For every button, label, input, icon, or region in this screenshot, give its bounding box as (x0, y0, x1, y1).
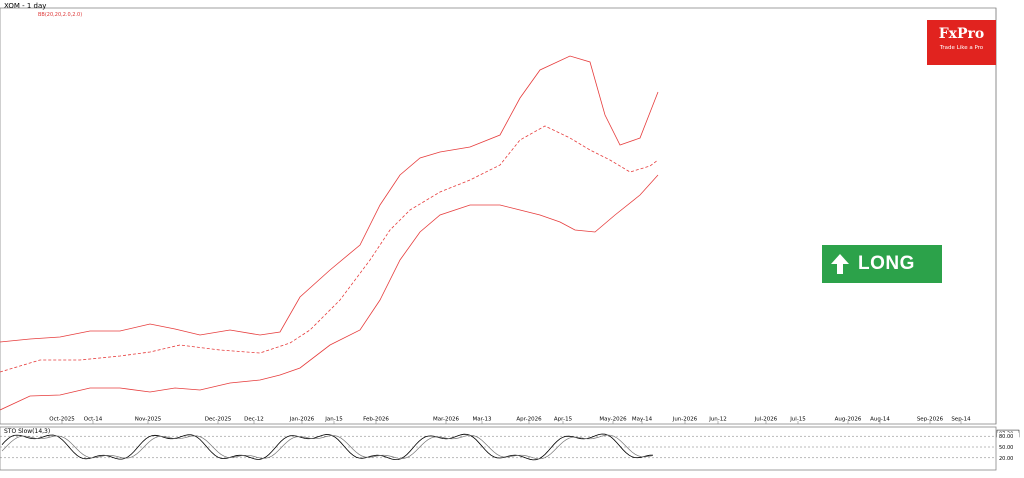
date-tick-label: Jul-2026 (754, 417, 778, 423)
date-tick-label: Dec-12 (244, 417, 264, 423)
sto-tick-label: 80.00 (999, 434, 1013, 440)
logo-tagline: Trade Like a Pro (939, 45, 984, 51)
bollinger-upper-band (0, 55, 659, 343)
date-tick-label: Feb-2026 (363, 417, 389, 423)
oscillator-panel-frame (0, 426, 997, 471)
indicator-label: BB(20,20,2.0,2.0) (38, 12, 83, 18)
date-tick-label: May-14 (632, 417, 653, 423)
date-tick-label: Mar-2026 (433, 417, 460, 423)
date-tick-label: Jul-15 (789, 417, 806, 423)
sto-tick-box (997, 432, 1019, 440)
sto-tick-box (997, 454, 1019, 462)
date-tick-label: Apr-15 (554, 417, 573, 423)
date-tick-label: Jun-12 (708, 417, 727, 423)
sto-tick-label: 20.00 (999, 456, 1013, 462)
date-tick-label: Nov-2025 (135, 417, 162, 423)
chart-title: XOM - 1 day (4, 2, 47, 10)
sto-d-line (1, 434, 654, 460)
bollinger-middle-band (0, 125, 659, 373)
date-tick-label: Aug-14 (870, 417, 890, 423)
main-panel-frame (0, 7, 997, 425)
date-axis: Oct-2025 Oct-14 Nov-2025 Dec-2025 Dec-12 Jan-… (49, 417, 971, 424)
date-tick-label: Sep-14 (951, 417, 971, 423)
oscillator-title: STO Slow(14,3) (4, 428, 51, 435)
date-tick-label: Jan-2026 (289, 417, 315, 423)
date-tick-label: Sep-2026 (917, 417, 944, 423)
date-tick-label: Mar-13 (472, 417, 492, 423)
date-tick-label: Oct-2025 (49, 417, 75, 423)
date-tick-label: Apr-2026 (516, 417, 542, 423)
date-tick-label: Jan-15 (324, 417, 343, 423)
sto-tick-box (997, 443, 1019, 451)
sto-tick-label: 50.00 (999, 445, 1013, 451)
bollinger-lower-band (0, 174, 659, 411)
date-tick-label: Oct-14 (84, 417, 103, 423)
signal-label: LONG (858, 253, 915, 274)
date-tick-label: Aug-2026 (835, 417, 862, 423)
sto-k-line (1, 433, 654, 461)
price-axis: 105.00110.00115.00120.00125.00130.00135.… (995, 8, 997, 424)
date-tick-label: May-2026 (599, 417, 627, 423)
date-tick-label: Dec-2025 (205, 417, 232, 423)
long-signal-badge: LONG (822, 245, 942, 283)
logo-brand: FxPro (938, 26, 985, 42)
arrow-up-icon (822, 245, 858, 283)
date-tick-label: Jun-2026 (672, 417, 698, 423)
fxpro-logo: FxPro Trade Like a Pro (927, 20, 996, 65)
